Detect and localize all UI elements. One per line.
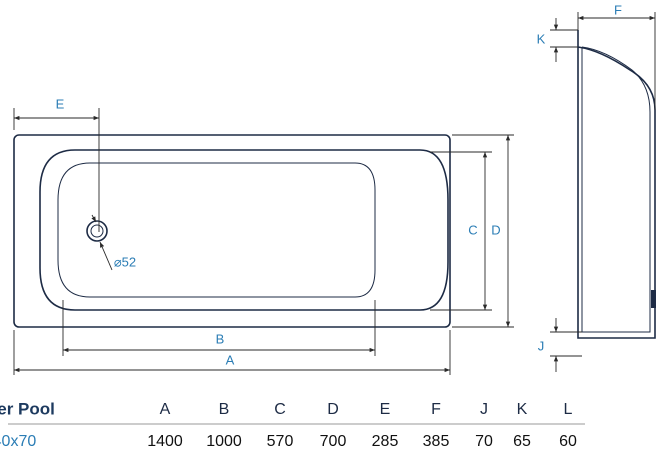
column-header: K (517, 401, 528, 418)
side-foot (651, 290, 656, 308)
cell: 285 (372, 433, 399, 450)
tub-rim (39, 149, 449, 311)
dimension-label: F (614, 2, 622, 17)
cell: 385 (423, 433, 450, 450)
row-label: 140x70 (0, 433, 36, 450)
drain-leader (99, 241, 113, 271)
side-inner (581, 46, 651, 333)
drain (86, 220, 108, 242)
dimension-label: A (226, 352, 235, 367)
tub-outline (13, 134, 451, 328)
cell: 700 (320, 433, 347, 450)
drain-label: ⌀52 (114, 254, 136, 269)
cell: 1000 (206, 433, 242, 450)
dimension-label: C (468, 222, 477, 237)
drain-leader (91, 214, 97, 223)
dimension-label: E (56, 96, 65, 111)
column-header: J (480, 401, 488, 418)
dimension-label: B (216, 331, 225, 346)
cell: 65 (513, 433, 531, 450)
column-header: C (274, 401, 286, 418)
column-header: D (327, 401, 339, 418)
drain-inner (90, 224, 104, 238)
side-outline (577, 30, 656, 339)
cell: 1400 (147, 433, 183, 450)
cell: 60 (559, 433, 577, 450)
column-header: F (431, 401, 441, 418)
table-title: Koller Pool (0, 399, 55, 418)
column-header: A (160, 401, 171, 418)
column-header: E (380, 401, 391, 418)
dimension-label: D (491, 222, 500, 237)
tub-basin (57, 162, 376, 298)
column-header: B (219, 401, 230, 418)
dimension-label: K (537, 31, 546, 46)
spec-table: Koller Pool A B C D E F J K L 140x70 1400 1000 570 700… (0, 399, 577, 450)
column-header: L (564, 401, 573, 418)
cell: 570 (267, 433, 294, 450)
cell: 70 (475, 433, 493, 450)
dimension-label: J (538, 338, 545, 353)
